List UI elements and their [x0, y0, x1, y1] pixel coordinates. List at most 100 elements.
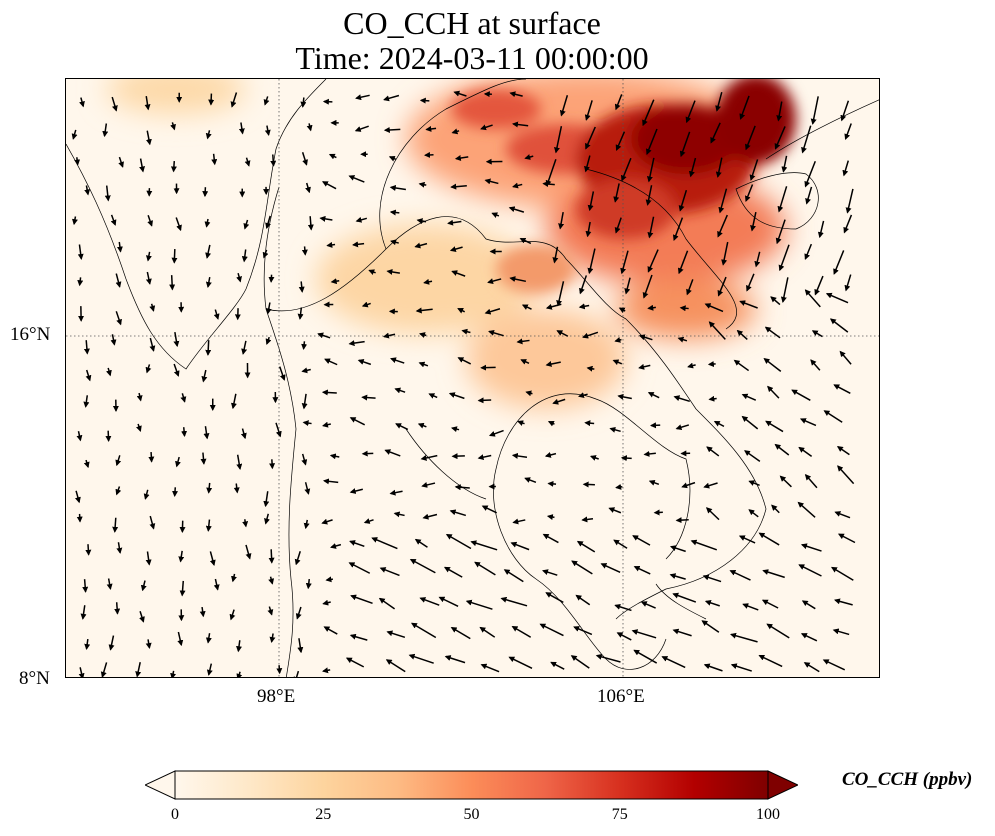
wind-arrow: [409, 558, 436, 574]
wind-arrow: [112, 517, 119, 533]
wind-arrow: [542, 533, 559, 544]
wind-arrow: [451, 270, 466, 277]
wind-arrow: [240, 428, 247, 440]
wind-arrow: [206, 663, 213, 676]
wind-arrow: [300, 97, 307, 108]
wind-arrow: [547, 420, 555, 427]
wind-arrow: [420, 454, 438, 461]
wind-arrow: [767, 385, 780, 399]
wind-arrow: [77, 244, 84, 260]
wind-arrow: [758, 654, 783, 668]
wind-arrow: [389, 489, 403, 496]
wind-arrow: [545, 592, 564, 604]
wind-arrow: [480, 663, 500, 673]
colorbar-tick-25: 25: [315, 806, 332, 823]
wind-arrow: [317, 332, 331, 339]
wind-arrow: [804, 289, 821, 308]
wind-arrow: [608, 507, 622, 514]
wind-arrow: [642, 99, 655, 127]
wind-arrow: [685, 100, 696, 124]
wind-arrow: [243, 219, 250, 230]
wind-arrow: [633, 649, 658, 664]
wind-arrow: [349, 488, 363, 494]
wind-arrow: [449, 509, 467, 517]
wind-arrow: [844, 274, 852, 292]
wind-arrow: [169, 275, 176, 291]
wind-arrow: [269, 459, 276, 470]
wind-arrow: [512, 121, 529, 128]
wind-arrow: [348, 562, 371, 574]
wind-arrow: [804, 160, 816, 188]
wind-arrow: [488, 329, 504, 337]
wind-arrow: [213, 309, 220, 320]
wind-arrow: [393, 511, 405, 518]
wind-arrow: [746, 273, 755, 292]
wind-arrow: [384, 449, 401, 457]
wind-arrow: [804, 243, 813, 260]
wind-arrow: [349, 633, 368, 641]
wind-arrow: [503, 569, 524, 583]
wind-arrow: [388, 155, 397, 162]
wind-arrow: [774, 126, 786, 150]
wind-arrow: [295, 606, 302, 620]
wind-arrow: [718, 188, 728, 214]
wind-arrow: [236, 454, 243, 470]
wind-arrow: [721, 241, 729, 266]
lon-tick-106e: 106°E: [597, 686, 645, 707]
wind-arrow: [410, 622, 437, 639]
wind-arrow: [415, 307, 433, 314]
wind-arrow: [742, 603, 759, 611]
wind-arrow: [205, 340, 212, 356]
wind-arrow: [74, 157, 81, 166]
wind-arrow: [108, 635, 115, 651]
wind-arrow: [136, 392, 143, 402]
wind-arrow: [305, 182, 311, 194]
wind-arrow: [201, 369, 208, 383]
wind-arrow: [395, 423, 409, 431]
wind-arrow: [833, 384, 851, 395]
wind-arrow: [624, 277, 631, 295]
wind-arrow: [614, 217, 622, 234]
wind-arrow: [484, 178, 499, 185]
wind-arrow: [780, 277, 789, 303]
wind-arrow: [293, 670, 300, 677]
wind-arrow: [632, 535, 651, 546]
wind-arrow: [647, 304, 656, 311]
wind-arrow: [585, 126, 596, 150]
wind-arrow: [149, 515, 156, 530]
wind-arrow: [584, 420, 595, 427]
wind-arrow: [823, 410, 843, 423]
wind-arrow: [675, 517, 689, 524]
wind-arrow: [378, 597, 396, 610]
wind-arrow: [614, 336, 622, 343]
wind-arrow: [487, 278, 502, 285]
wind-arrow: [447, 219, 462, 226]
wind-arrow: [177, 631, 184, 647]
wind-arrow: [144, 95, 151, 111]
wind-arrow: [306, 123, 313, 132]
wind-arrow: [267, 606, 274, 616]
colorbar-tick-75: 75: [611, 806, 628, 823]
wind-arrow: [264, 125, 271, 136]
wind-arrow: [145, 551, 152, 566]
wind-arrow: [582, 331, 599, 339]
wind-arrow: [349, 540, 365, 548]
wind-arrow: [461, 328, 471, 335]
wind-arrow: [301, 341, 308, 351]
lon-tick-98e: 98°E: [257, 686, 296, 707]
wind-arrow: [275, 422, 282, 438]
wind-arrow: [330, 543, 342, 549]
wind-arrow: [106, 367, 112, 377]
wind-arrow: [845, 188, 854, 214]
wind-arrow: [80, 605, 87, 620]
wind-arrow: [143, 489, 150, 500]
wind-arrow: [681, 481, 696, 489]
wind-arrow: [361, 301, 371, 308]
wind-arrow: [771, 504, 780, 514]
co-concentration-field: [106, 79, 796, 409]
wind-arrow: [454, 484, 470, 491]
wind-arrow: [111, 96, 118, 112]
wind-arrow: [75, 490, 81, 504]
wind-arrow: [110, 214, 117, 226]
wind-arrow: [206, 482, 213, 494]
